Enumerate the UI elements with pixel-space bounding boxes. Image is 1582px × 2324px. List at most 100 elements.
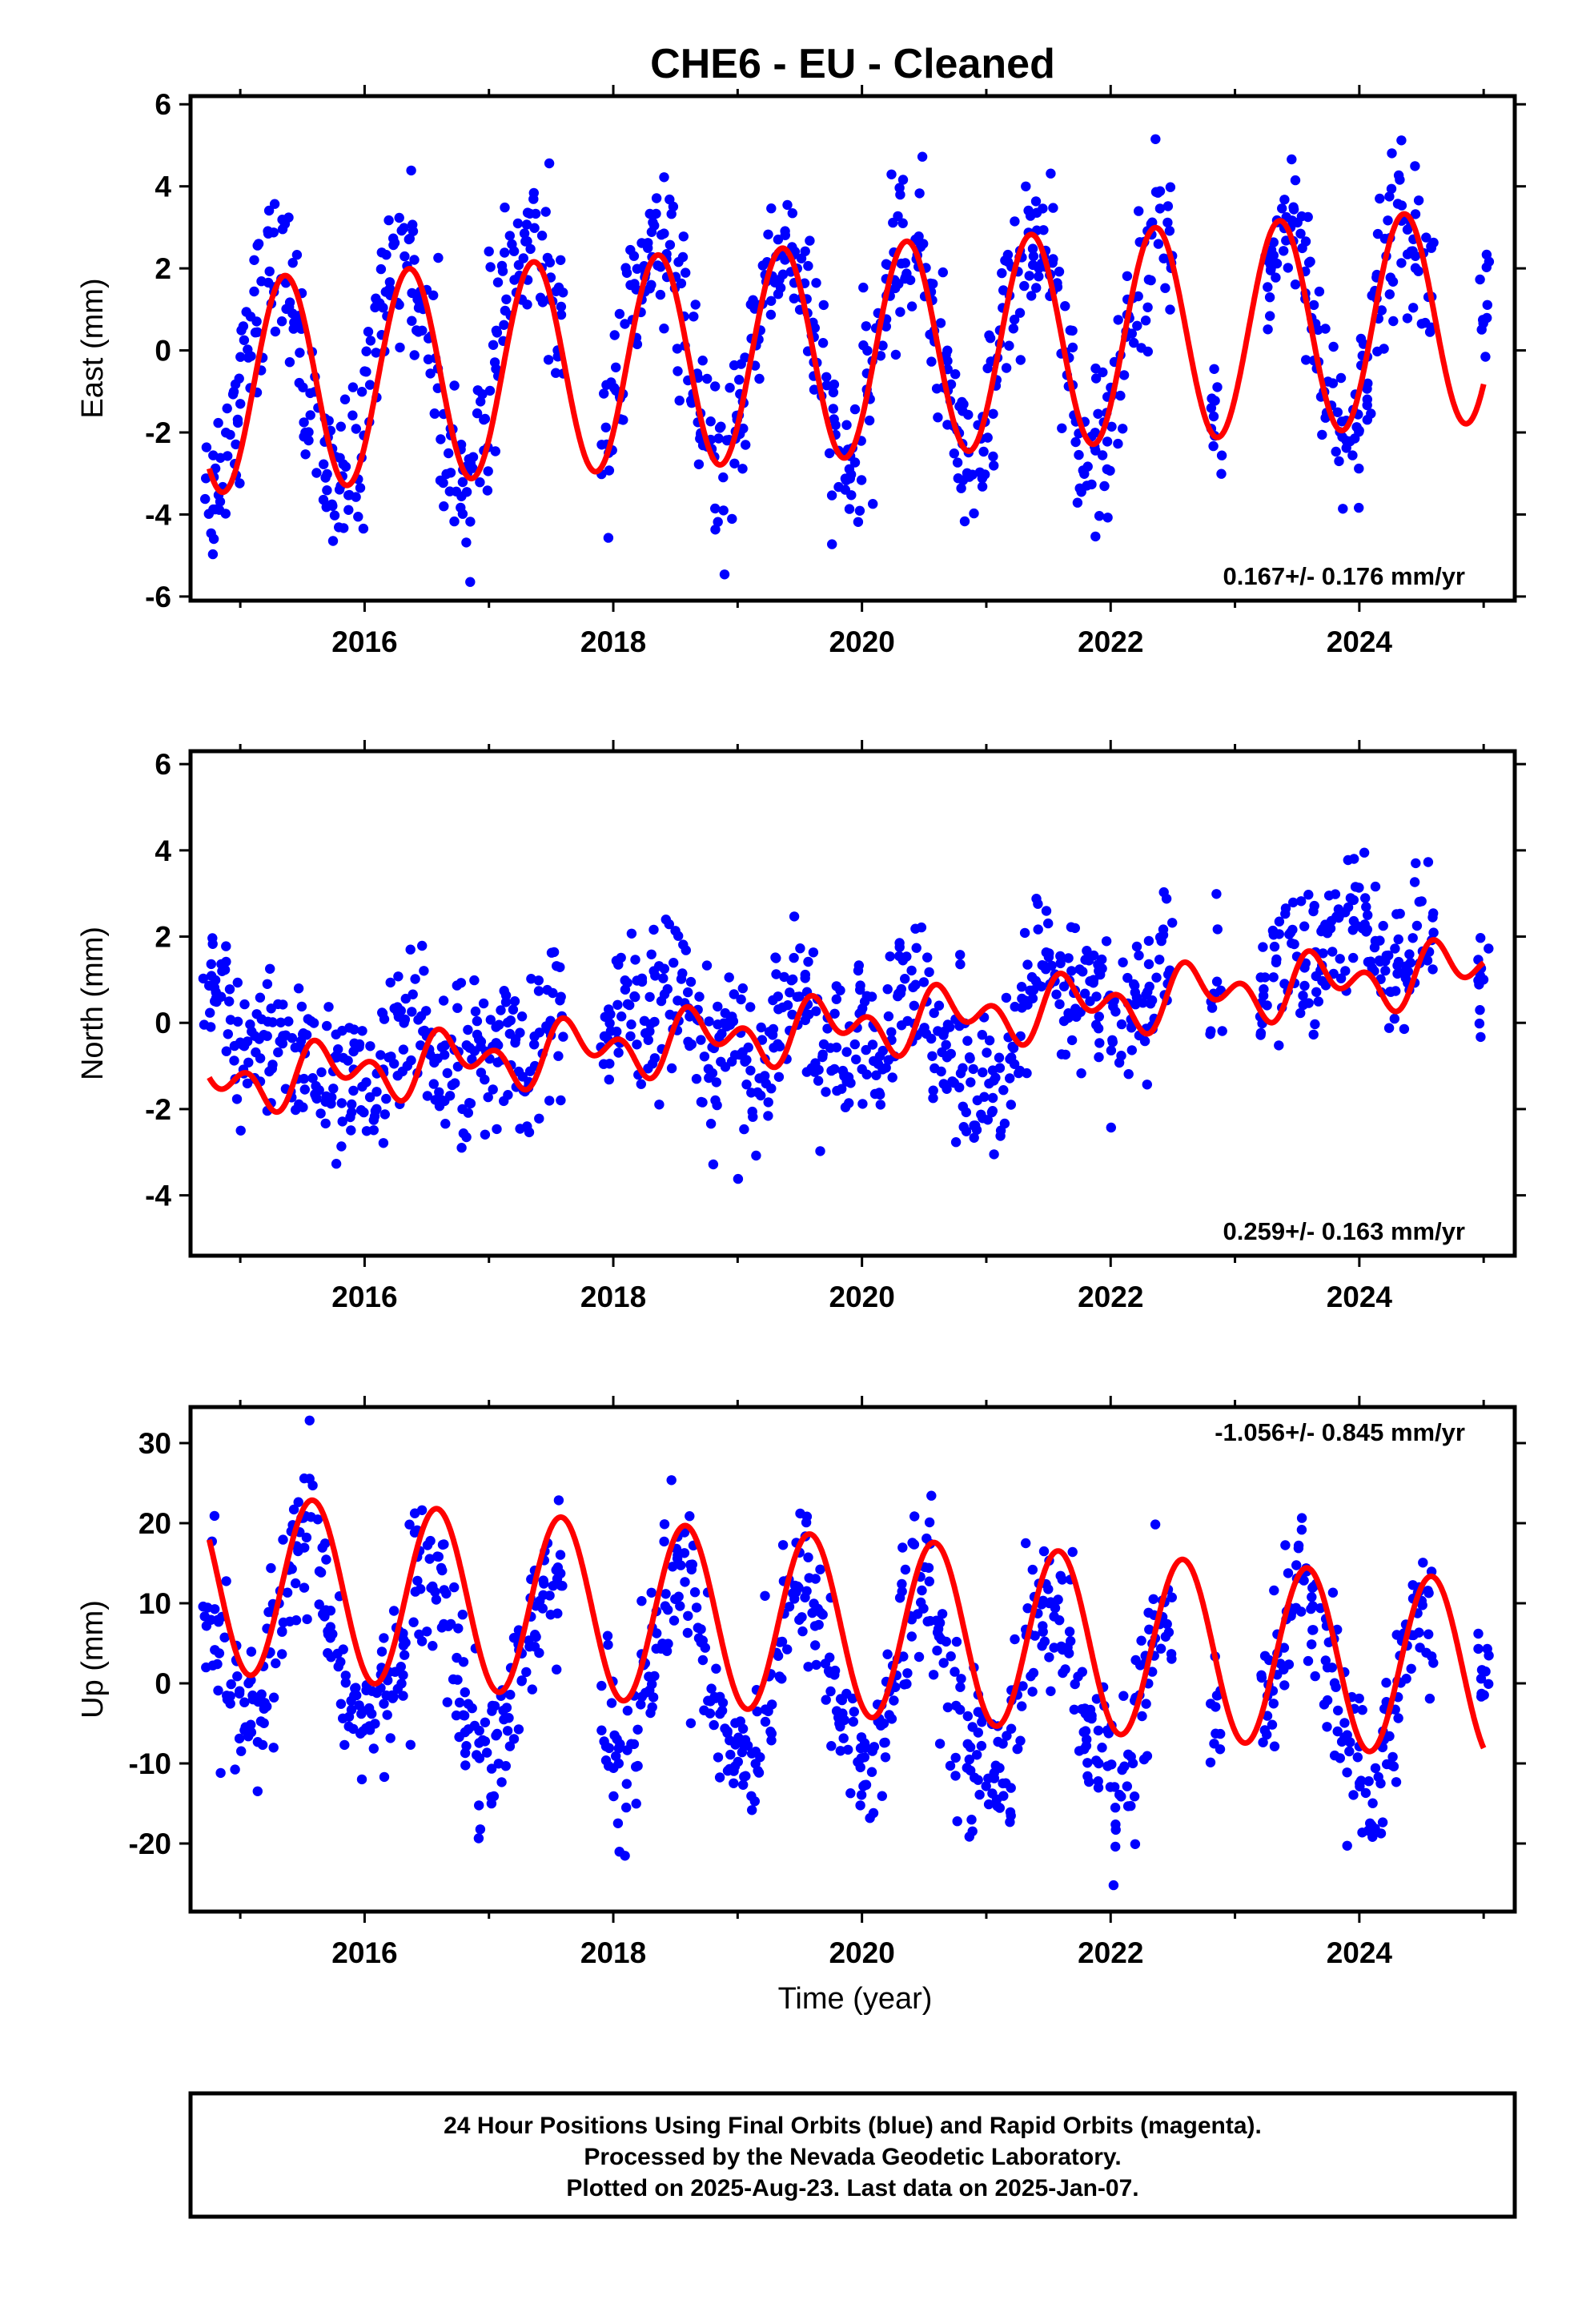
north-point [1274,1040,1284,1051]
north-point [1311,987,1322,998]
north-point [210,975,221,986]
up-point [1010,1634,1020,1645]
up-point [534,1647,544,1659]
north-point [1126,1045,1138,1055]
north-point [1313,996,1324,1007]
north-point [1299,980,1310,991]
up-point [1256,1672,1267,1683]
east-point [677,251,689,263]
up-point [416,1636,428,1647]
up-point [1421,1647,1431,1658]
east-point [1048,203,1058,213]
up-point [505,1690,516,1700]
north-point [900,974,910,984]
north-point [278,999,288,1010]
north-point [704,1016,714,1027]
up-point [551,1565,561,1575]
up-point [765,1727,776,1737]
north-point [604,1074,614,1085]
east-point [522,207,533,218]
north-point [1006,1100,1017,1110]
east-point [1393,170,1404,181]
north-point [673,931,684,941]
north-point [278,1031,288,1041]
up-point [614,1847,624,1857]
up-point [705,1708,716,1719]
up-point [714,1772,725,1783]
east-point [1331,446,1341,457]
north-point [650,971,661,981]
north-point [347,1099,357,1110]
east-point [225,429,235,440]
north-point [1060,1049,1071,1060]
up-point [1130,1655,1141,1666]
north-point [1399,1023,1410,1035]
up-point [843,1744,853,1755]
east-point [1090,373,1102,384]
up-point [615,1739,625,1750]
north-point [1054,999,1065,1010]
east-point [252,327,263,337]
north-point [1126,1023,1137,1033]
up-point [1069,1704,1080,1715]
north-point [1097,963,1107,974]
up-point [646,1587,656,1598]
up-point [404,1519,415,1530]
east-point [1067,342,1078,353]
up-point [544,1590,555,1601]
north-point [1295,1007,1306,1019]
up-point [1209,1739,1219,1749]
north-point [337,1116,347,1127]
north-point [408,989,418,999]
east-point [956,483,966,493]
up-point [1211,1702,1221,1712]
east-point [464,454,474,464]
north-point [364,1092,375,1103]
north-point [1144,981,1154,992]
north-point [1348,895,1359,906]
north-point [1428,908,1439,919]
up-point [1262,1711,1273,1721]
north-point [1393,956,1404,967]
up-point [998,1739,1008,1749]
east-point [609,330,620,340]
east-point [284,357,295,368]
east-point [1279,195,1290,205]
east-point [449,516,460,527]
up-point [722,1726,733,1737]
north-point [1046,960,1057,971]
east-point [1410,251,1421,261]
up-y-tick-label: 20 [139,1507,171,1540]
east-point [1268,237,1279,247]
up-point [1373,1771,1383,1783]
north-point [1080,988,1090,999]
north-point [630,955,640,965]
up-point [266,1562,276,1574]
up-point [675,1601,685,1611]
north-point [323,1002,334,1012]
east-point [725,383,735,393]
north-point [476,1036,487,1047]
north-point [1327,947,1338,957]
east-point [625,279,636,291]
north-point [845,1078,856,1088]
up-point [861,1743,871,1753]
north-point [867,1039,878,1050]
east-point [849,457,861,468]
north-point [349,1024,359,1035]
up-point [1354,1693,1364,1704]
up-point [994,1803,1006,1813]
north-point [1308,906,1319,917]
up-point [621,1779,632,1789]
east-point [399,223,409,233]
east-point [499,320,509,330]
east-point [1268,250,1279,261]
up-point [966,1815,977,1825]
north-point [789,952,799,963]
up-point [1001,1778,1011,1788]
north-point [955,950,966,960]
up-point [800,1592,810,1603]
east-point [475,477,485,488]
up-point [388,1606,400,1616]
up-point [527,1684,537,1695]
